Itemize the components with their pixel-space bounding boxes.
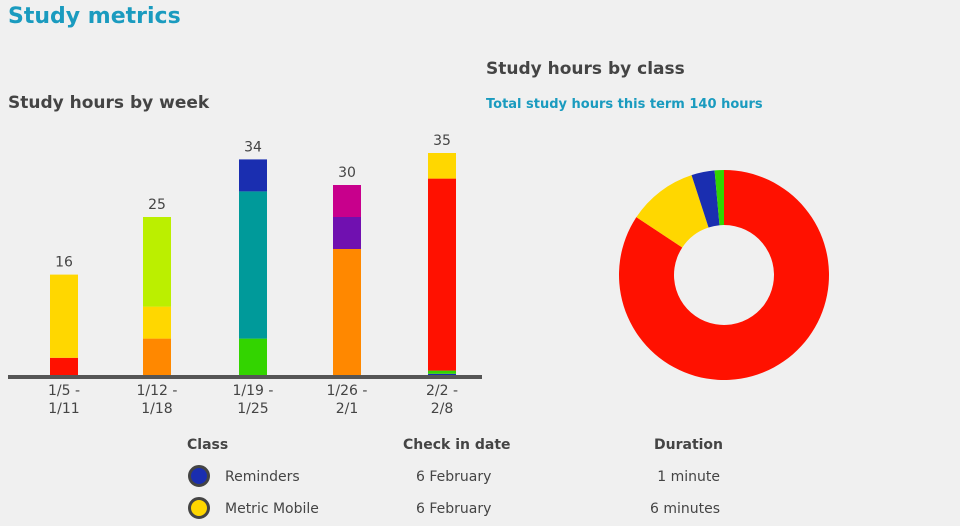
column-header: Duration [654,437,724,453]
class-swatch [188,497,210,519]
bar-segment [143,306,171,339]
total-label: 35 [433,133,451,149]
subtitle-text: Total study hours this term [486,97,685,112]
x-tick-label: 1/12 - 1/18 [136,383,178,417]
donut-slice [714,170,724,226]
bar-segment [428,153,456,179]
class-name: Reminders [225,469,300,485]
duration: 1 minute [657,469,720,485]
chart-subtitle: Total study hours this term 140 hours [486,97,763,112]
bar-segment [239,159,267,192]
donut-slice [636,175,709,248]
duration: 6 minutes [649,501,720,517]
column-header: Class [187,437,229,453]
total-label: 30 [338,165,356,181]
x-tick-label: 1/19 - 1/25 [232,383,274,417]
x-tick-label: 1/26 - 2/1 [326,383,368,417]
column-header: Check in date [403,437,511,453]
bar-segment [333,249,361,377]
bar-segment [428,178,456,371]
total-label: 34 [244,139,262,155]
bar-segment [239,338,267,377]
total-value: 140 [689,97,717,112]
total-unit: hours [721,97,763,112]
x-tick-label: 1/5 - 1/11 [47,383,81,417]
bar-segment [50,357,78,377]
check-in-date: 6 February [416,501,492,517]
x-axis [8,375,482,379]
bar-segment [143,217,171,307]
class-name: Metric Mobile [225,501,319,517]
bar-segment [428,370,456,374]
bar-segment [333,185,361,217]
bar-segment [239,191,267,339]
check-in-date: 6 February [416,469,492,485]
x-tick-label: 2/2 - 2/8 [425,383,459,417]
chart-title: Study hours by class [486,59,685,79]
donut-slice [691,170,720,228]
bar-segment [143,338,171,377]
chart-title: Study hours by week [8,93,210,113]
page-title: Study metrics [8,4,181,29]
bar-segment [333,217,361,249]
total-label: 16 [55,255,73,271]
donut-slice [619,170,830,380]
total-label: 25 [148,197,166,213]
bar-segment [50,274,78,358]
class-swatch [188,465,210,487]
